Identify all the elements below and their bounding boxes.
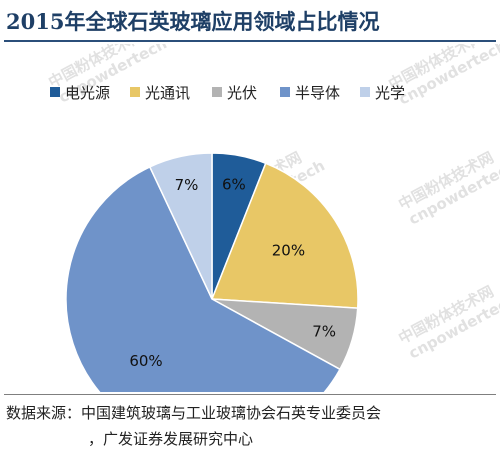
data-label: 7% bbox=[312, 323, 336, 341]
legend-label: 光通讯 bbox=[145, 84, 190, 102]
pie-slices bbox=[65, 152, 359, 392]
chart-legend: 电光源 光通讯 光伏 半导体 光学 bbox=[50, 84, 405, 102]
source-note: 数据来源：中国建筑玻璃与工业玻璃协会石英专业委员会 ，广发证券发展研究中心 bbox=[6, 400, 496, 452]
legend-label: 电光源 bbox=[65, 84, 110, 102]
source-divider bbox=[4, 394, 496, 395]
pie-slice bbox=[210, 162, 359, 309]
legend-swatch bbox=[280, 87, 290, 97]
legend-label: 光学 bbox=[375, 84, 405, 102]
source-line-1: 数据来源：中国建筑玻璃与工业玻璃协会石英专业委员会 bbox=[6, 404, 382, 422]
legend-swatch bbox=[50, 87, 60, 97]
legend-label: 半导体 bbox=[295, 84, 340, 102]
data-label: 7% bbox=[175, 176, 199, 194]
legend-swatch bbox=[130, 87, 140, 97]
data-label: 6% bbox=[222, 175, 246, 193]
data-label: 20% bbox=[272, 241, 305, 259]
source-line-2: ，广发证券发展研究中心 bbox=[88, 430, 254, 448]
legend-swatch bbox=[360, 87, 370, 97]
legend-label: 光伏 bbox=[227, 84, 257, 102]
pie-labels: 6% 20% 7% 60% 7% bbox=[129, 175, 336, 370]
chart-title: 2015年全球石英玻璃应用领域占比情况 bbox=[6, 9, 380, 34]
legend-swatch bbox=[212, 87, 222, 97]
pie-slice bbox=[65, 165, 341, 392]
title-divider bbox=[4, 40, 496, 42]
pie-slice bbox=[148, 152, 213, 300]
data-label: 60% bbox=[129, 352, 162, 370]
